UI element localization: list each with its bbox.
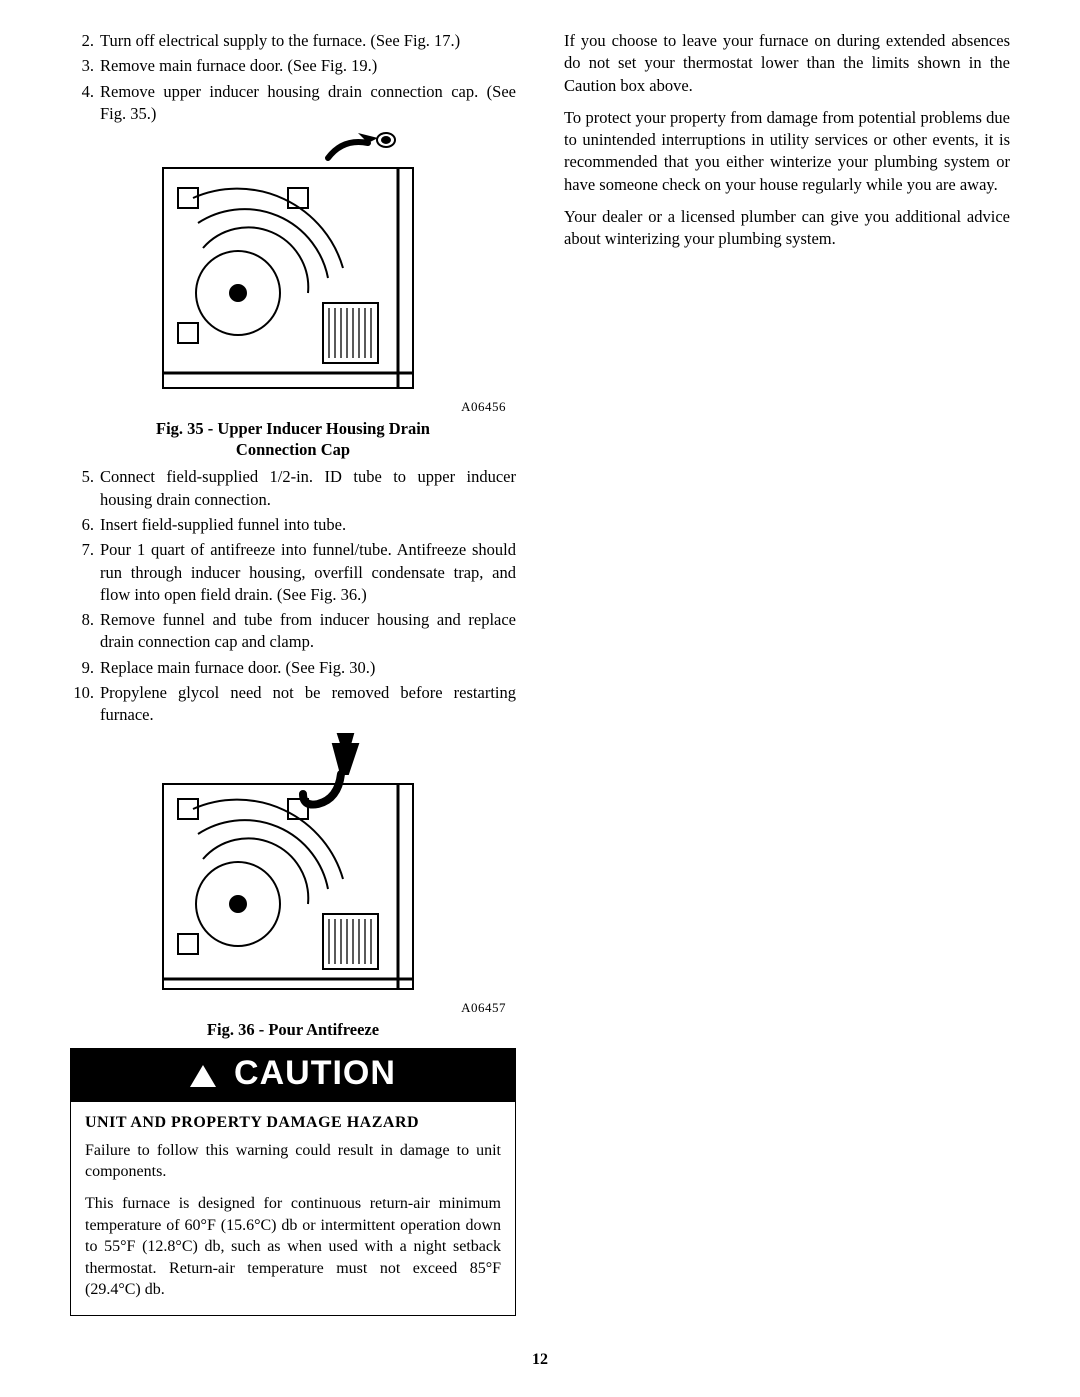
step-item: 2. Turn off electrical supply to the fur… bbox=[70, 30, 516, 52]
figure-36 bbox=[70, 729, 516, 999]
step-number: 8. bbox=[70, 609, 100, 654]
step-item: 6. Insert field-supplied funnel into tub… bbox=[70, 514, 516, 536]
step-item: 8. Remove funnel and tube from inducer h… bbox=[70, 609, 516, 654]
caution-paragraph: Failure to follow this warning could res… bbox=[85, 1140, 501, 1183]
body-paragraph: To protect your property from damage fro… bbox=[564, 107, 1010, 196]
figure-code: A06456 bbox=[70, 398, 516, 416]
step-item: 3. Remove main furnace door. (See Fig. 1… bbox=[70, 55, 516, 77]
step-text: Remove main furnace door. (See Fig. 19.) bbox=[100, 55, 516, 77]
caution-paragraph: This furnace is designed for continuous … bbox=[85, 1193, 501, 1301]
step-text: Connect field-supplied 1/2-in. ID tube t… bbox=[100, 466, 516, 511]
hazard-title: UNIT AND PROPERTY DAMAGE HAZARD bbox=[85, 1112, 501, 1134]
step-item: 10. Propylene glycol need not be removed… bbox=[70, 682, 516, 727]
figure-code: A06457 bbox=[70, 999, 516, 1017]
caution-header: CAUTION bbox=[71, 1049, 515, 1102]
step-item: 5. Connect field-supplied 1/2-in. ID tub… bbox=[70, 466, 516, 511]
body-paragraph: Your dealer or a licensed plumber can gi… bbox=[564, 206, 1010, 251]
step-number: 10. bbox=[70, 682, 100, 727]
caution-body: UNIT AND PROPERTY DAMAGE HAZARD Failure … bbox=[71, 1102, 515, 1315]
two-column-layout: 2. Turn off electrical supply to the fur… bbox=[70, 30, 1010, 1316]
steps-list-a: 2. Turn off electrical supply to the fur… bbox=[70, 30, 516, 125]
right-column: If you choose to leave your furnace on d… bbox=[564, 30, 1010, 1316]
step-text: Pour 1 quart of antifreeze into funnel/t… bbox=[100, 539, 516, 606]
body-paragraph: If you choose to leave your furnace on d… bbox=[564, 30, 1010, 97]
step-text: Insert field-supplied funnel into tube. bbox=[100, 514, 516, 536]
warning-triangle-icon bbox=[190, 1065, 216, 1087]
caption-line-2: Connection Cap bbox=[236, 440, 350, 459]
caution-word: CAUTION bbox=[234, 1051, 396, 1097]
caption-line-1: Fig. 35 - Upper Inducer Housing Drain bbox=[156, 419, 430, 438]
figure-36-caption: Fig. 36 - Pour Antifreeze bbox=[70, 1019, 516, 1040]
pour-antifreeze-diagram-icon bbox=[143, 729, 443, 999]
inducer-housing-diagram-icon bbox=[143, 128, 443, 398]
step-text: Propylene glycol need not be removed bef… bbox=[100, 682, 516, 727]
step-number: 4. bbox=[70, 81, 100, 126]
step-text: Turn off electrical supply to the furnac… bbox=[100, 30, 516, 52]
left-column: 2. Turn off electrical supply to the fur… bbox=[70, 30, 516, 1316]
step-item: 9. Replace main furnace door. (See Fig. … bbox=[70, 657, 516, 679]
step-text: Replace main furnace door. (See Fig. 30.… bbox=[100, 657, 516, 679]
step-text: Remove upper inducer housing drain conne… bbox=[100, 81, 516, 126]
figure-35 bbox=[70, 128, 516, 398]
figure-35-caption: Fig. 35 - Upper Inducer Housing Drain Co… bbox=[70, 418, 516, 461]
step-text: Remove funnel and tube from inducer hous… bbox=[100, 609, 516, 654]
step-number: 3. bbox=[70, 55, 100, 77]
manual-page: 2. Turn off electrical supply to the fur… bbox=[0, 0, 1080, 1397]
step-number: 9. bbox=[70, 657, 100, 679]
steps-list-b: 5. Connect field-supplied 1/2-in. ID tub… bbox=[70, 466, 516, 726]
step-item: 7. Pour 1 quart of antifreeze into funne… bbox=[70, 539, 516, 606]
step-number: 6. bbox=[70, 514, 100, 536]
step-number: 7. bbox=[70, 539, 100, 606]
caution-box: CAUTION UNIT AND PROPERTY DAMAGE HAZARD … bbox=[70, 1048, 516, 1316]
page-number: 12 bbox=[0, 1351, 1080, 1369]
step-item: 4. Remove upper inducer housing drain co… bbox=[70, 81, 516, 126]
step-number: 5. bbox=[70, 466, 100, 511]
step-number: 2. bbox=[70, 30, 100, 52]
